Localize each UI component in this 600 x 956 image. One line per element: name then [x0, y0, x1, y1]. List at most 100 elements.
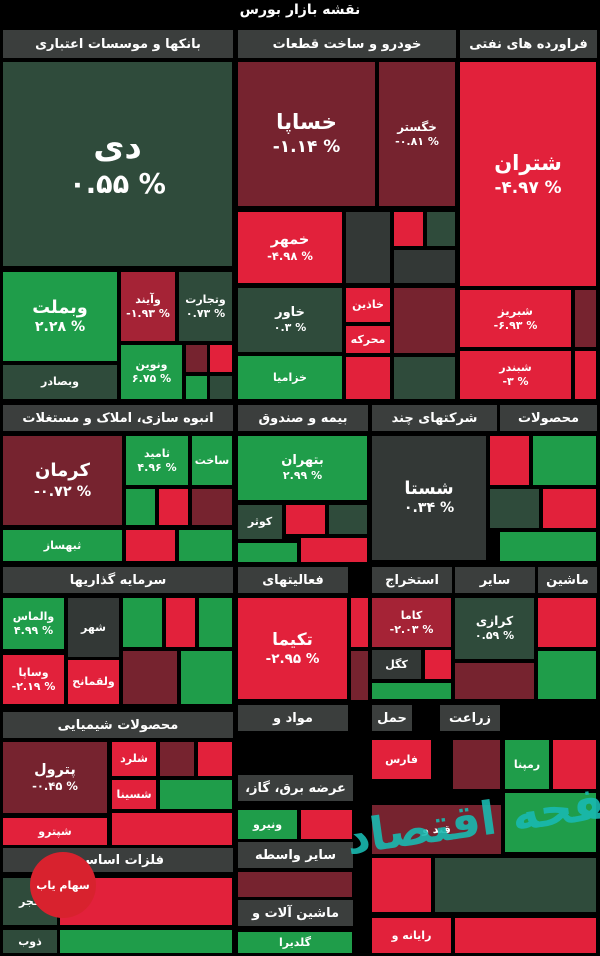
stock-change: ۲.۹۹ %	[282, 469, 323, 483]
stock-tile: خاور ۰.۳ %	[238, 288, 342, 352]
stock-label: خزامیا	[273, 370, 307, 384]
stock-label: تکیما	[272, 629, 313, 650]
stock-tile: کوثر	[238, 505, 282, 539]
stock-tile: ثبهساز	[3, 530, 122, 561]
stock-label: محرکه	[350, 332, 386, 346]
stock-tile: وتجارت ۰.۷۳ %	[179, 272, 232, 341]
tile	[123, 651, 177, 704]
stock-change: -۲.۱۹ %	[11, 679, 56, 693]
stock-change: -۳ %	[502, 375, 529, 388]
stock-change: -۱.۹۳ %	[126, 306, 170, 320]
tile	[210, 345, 232, 372]
stock-label: شپترو	[38, 824, 72, 838]
tile	[160, 780, 232, 809]
tile	[238, 543, 297, 562]
stock-label: شبریز	[498, 304, 533, 319]
tile	[346, 212, 390, 283]
tile	[301, 810, 352, 839]
stock-change: ۰.۳ %	[273, 321, 307, 335]
tile	[543, 489, 596, 528]
stock-tile: وبملت ۲.۲۸ %	[3, 272, 117, 361]
stock-tile: شلرد	[112, 742, 156, 776]
stock-label: شتران	[494, 150, 562, 176]
sector-header: ماشین	[538, 567, 597, 593]
sector-header: محصولات	[500, 405, 597, 431]
tile	[533, 436, 596, 485]
tile	[538, 651, 596, 699]
stock-tile: گلدیرا	[238, 932, 352, 953]
stock-tile: شتران -۴.۹۷ %	[460, 62, 596, 286]
stock-change: ۰.۷۳ %	[185, 306, 226, 320]
stock-change: ۲.۲۸ %	[34, 318, 86, 335]
stock-label: ثامید	[144, 446, 170, 460]
tile	[394, 212, 423, 246]
tile	[198, 742, 232, 776]
tile	[351, 598, 368, 647]
stock-tile: ونیرو	[238, 810, 297, 839]
sector-header: سرمایه گذاریها	[3, 567, 233, 593]
tile	[166, 598, 195, 647]
stock-tile: ساخت	[192, 436, 232, 485]
stock-label: وبصادر	[41, 375, 79, 389]
stock-label: رمپنا	[513, 757, 541, 771]
stock-label: رایانه و	[391, 928, 432, 942]
stock-label: شسینا	[116, 787, 152, 801]
tile	[186, 345, 207, 372]
tile	[346, 357, 390, 399]
stock-tile: کگل	[372, 650, 421, 679]
stock-label: شستا	[404, 479, 454, 500]
stock-tile: وآیند -۱.۹۳ %	[121, 272, 175, 341]
tile	[329, 505, 367, 534]
tile	[425, 650, 451, 679]
tile	[453, 740, 500, 789]
stock-tile: فارس	[372, 740, 431, 779]
tile	[210, 376, 232, 399]
stock-tile: والماس ۴.۹۹ %	[3, 598, 64, 649]
stock-change: -۰.۸۱ %	[395, 134, 439, 148]
stock-change: -۰.۷۲ %	[33, 483, 92, 500]
stock-tile: کاما -۲.۰۳ %	[372, 598, 451, 647]
tile	[112, 813, 232, 845]
sector-header: شرکتهای چند	[372, 405, 497, 431]
tile	[372, 858, 431, 912]
stock-label: شهر	[81, 620, 106, 634]
tile	[301, 538, 367, 562]
tile	[394, 357, 455, 399]
stock-change: -۱.۱۴ %	[272, 136, 341, 157]
stock-label: وآیند	[135, 292, 161, 306]
stock-tile: شپترو	[3, 818, 107, 845]
stock-tile: وساپا -۲.۱۹ %	[3, 655, 64, 704]
tile	[553, 740, 596, 789]
stock-tile: ذوب	[3, 930, 57, 953]
tile	[126, 489, 155, 525]
stock-tile: رمپنا	[505, 740, 549, 789]
sector-header: ماشین آلات و	[238, 900, 353, 926]
stock-change: -۴.۹۷ %	[494, 176, 562, 197]
page-title: نقشه بازار بورس	[239, 2, 361, 18]
stock-label: وتجارت	[185, 292, 226, 306]
stock-change: -۲.۹۵ %	[265, 650, 320, 667]
stock-label: وبملت	[32, 297, 88, 318]
stock-label: خمهر	[270, 232, 310, 249]
tile	[60, 930, 232, 953]
stock-tile: شستا ۰.۳۴ %	[372, 436, 486, 560]
tile	[490, 436, 529, 485]
stock-label: ساخت	[194, 453, 230, 467]
stock-label: بتهران	[281, 453, 324, 468]
sector-header: خودرو و ساخت قطعات	[238, 30, 456, 58]
stock-label: قند و	[422, 822, 451, 836]
stock-label: کگل	[385, 657, 408, 671]
stock-tile: شبریز -۶.۹۳ %	[460, 290, 571, 347]
tile	[199, 598, 232, 647]
sector-header: زراعت	[440, 705, 500, 731]
tile	[435, 858, 596, 912]
stock-change: -۰.۴۵ %	[32, 779, 78, 794]
sector-header: مواد و	[238, 705, 348, 731]
stock-tile: شهر	[68, 598, 119, 657]
stock-change: ۰.۵۵ %	[69, 169, 166, 201]
stock-change: ۴.۹۹ %	[13, 623, 54, 637]
stock-label: دی	[93, 126, 142, 167]
stock-label: فارس	[385, 752, 418, 766]
tile	[372, 683, 451, 699]
sector-header: استخراج	[372, 567, 452, 593]
